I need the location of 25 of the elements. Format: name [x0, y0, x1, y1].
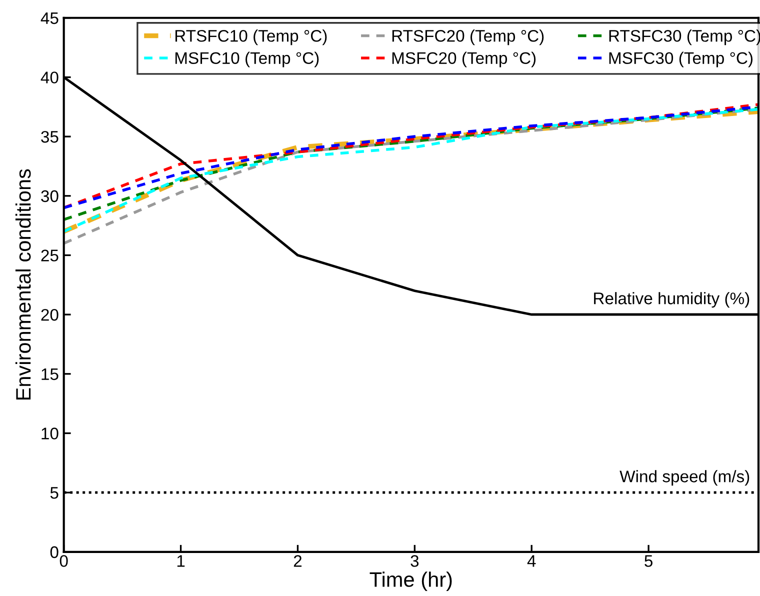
y-tick-label: 10 — [42, 428, 58, 440]
annotation: Relative humidity (%) — [594, 292, 750, 308]
legend-label: MSFC10 (Temp °C) — [175, 52, 319, 68]
x-tick-label: 3 — [410, 555, 419, 567]
y-tick-label: 45 — [40, 12, 58, 24]
x-tick-label: 2 — [294, 555, 302, 567]
y-tick-label: 40 — [40, 72, 58, 84]
x-axis-title: Time (hr) — [370, 572, 452, 592]
x-tick-label: 0 — [60, 555, 68, 567]
annotation: Wind speed (m/s) — [620, 470, 750, 486]
legend-label: MSFC30 (Temp °C) — [609, 52, 753, 68]
y-tick-label: 30 — [41, 190, 58, 202]
legend-label: RTSFC20 (Temp °C) — [392, 30, 544, 46]
legend-label: MSFC20 (Temp °C) — [392, 52, 536, 68]
y-tick-label: 15 — [42, 368, 58, 380]
y-tick-label: 5 — [50, 487, 58, 499]
y-axis-title: Environmental conditions — [15, 169, 31, 400]
x-tick-label: 4 — [527, 555, 536, 567]
y-tick-label: 20 — [41, 308, 58, 321]
y-tick-label: 25 — [41, 250, 58, 262]
y-tick-label: 0 — [50, 546, 58, 558]
x-tick-label: 5 — [644, 555, 652, 567]
y-tick-label: 35 — [41, 130, 58, 143]
x-tick-label: 1 — [177, 555, 185, 567]
legend-label: RTSFC10 (Temp °C) — [175, 30, 327, 46]
